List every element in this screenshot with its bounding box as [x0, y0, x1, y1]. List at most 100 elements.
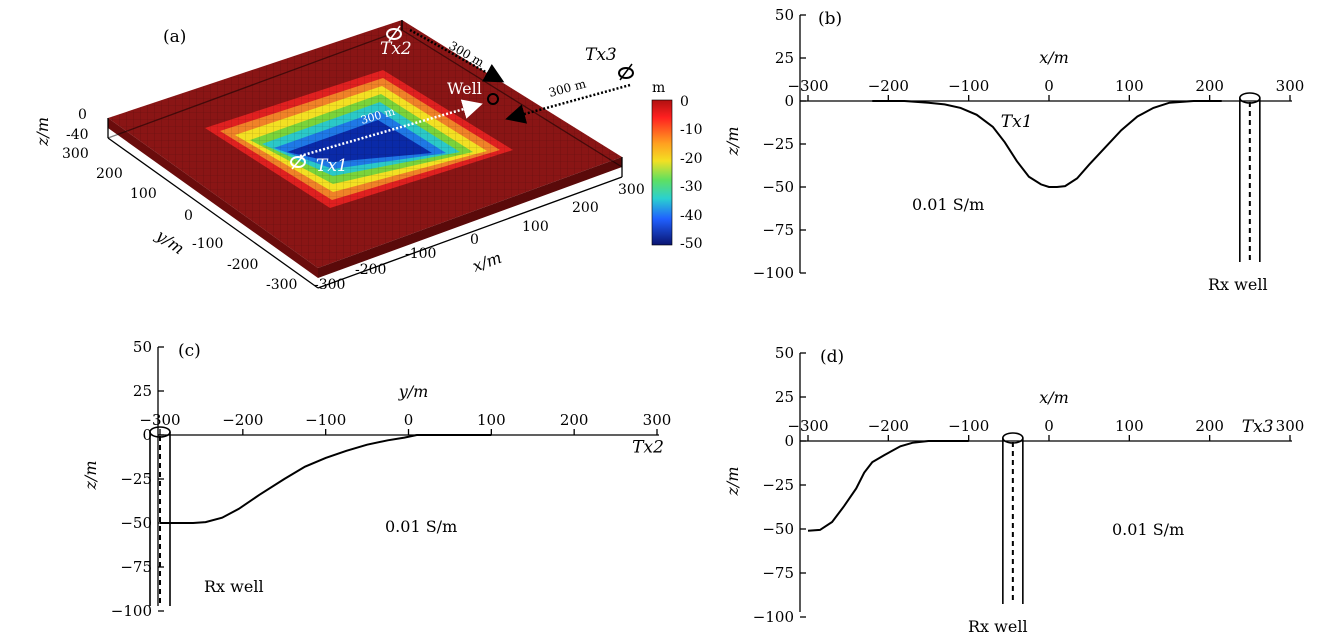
well-label: Well [447, 79, 482, 98]
y-tick-label: 50 [775, 344, 794, 362]
x-tick-label: 300 [643, 411, 672, 429]
colorbar-tick-40: -40 [680, 208, 703, 224]
tx3-distance-label: 300 m [547, 76, 588, 100]
surface-side [318, 157, 622, 278]
y-tick-200: 200 [96, 166, 123, 182]
z-axis-label: z/m [33, 117, 52, 147]
x-tick-label: −100 [305, 411, 346, 429]
x-tick-label: 300 [1276, 417, 1305, 435]
panel-d: (d) 50 25 0 −25 −50 −75 −100 −300 −200 −100 0 100 200… [723, 344, 1304, 636]
y-tick-label: −75 [762, 564, 794, 582]
y-tick-label: 25 [133, 382, 152, 400]
y-tick-300: 300 [62, 146, 89, 162]
interface-curve [160, 434, 492, 524]
panel-c: (c) 50 25 0 −25 −50 −75 −100 −300 −200 −100 0 100 200… [81, 338, 671, 620]
x-axis-label: x/m [1039, 388, 1069, 407]
y-tick-label: −100 [753, 608, 794, 626]
x-tick-label: 200 [1195, 77, 1224, 95]
y-tick-label: 25 [775, 49, 794, 67]
colorbar-tick-10: -10 [680, 122, 703, 138]
x-axis-label: x/m [1039, 48, 1069, 67]
y-tick-m100: -100 [192, 236, 223, 252]
x-tick-label: 0 [1044, 77, 1054, 95]
y-tick-label: 0 [142, 426, 152, 444]
x-axis-label: y/m [398, 382, 429, 401]
x-tick-label: 0 [1044, 417, 1054, 435]
x-tick-label: −200 [868, 77, 909, 95]
y-tick-label: −25 [762, 476, 794, 494]
x-tick-label: 100 [1115, 77, 1144, 95]
x-tick-m300: -300 [314, 277, 345, 293]
y-tick-label: −50 [762, 520, 794, 538]
x-tick-0: 0 [470, 232, 479, 248]
colorbar-tick-0: 0 [680, 94, 689, 110]
tx1-loop-icon [290, 154, 306, 170]
x-tick-label: 0 [404, 411, 414, 429]
panel-a-label: (a) [163, 27, 186, 47]
panel-a: (a) 0 -40 z/m 300 20 [33, 20, 703, 293]
panel-label: (c) [178, 341, 201, 361]
x-tick-300: 300 [618, 182, 645, 198]
y-tick-label: −50 [120, 514, 152, 532]
x-tick-100: 100 [522, 219, 549, 235]
x-tick-label: 200 [560, 411, 589, 429]
axes-3d [107, 20, 623, 289]
tx-label: Tx1 [1001, 112, 1033, 132]
rx-well-label: Rx well [204, 577, 264, 596]
conductivity-label: 0.01 S/m [1112, 520, 1184, 539]
y-tick-label: 50 [133, 338, 152, 356]
surface-side-left [108, 118, 318, 278]
x-tick-label: −100 [948, 77, 989, 95]
tx3-label: Tx3 [585, 45, 617, 65]
x-tick-label: 200 [1195, 417, 1224, 435]
panel-label: (b) [818, 9, 842, 29]
y-tick-0: 0 [184, 208, 193, 224]
y-axis-label: z/m [81, 461, 100, 491]
y-axis-label: y/m [152, 225, 188, 258]
colorbar-tick-20: -20 [680, 151, 703, 167]
y-tick-label: −75 [120, 558, 152, 576]
colorbar-gradient [651, 99, 673, 246]
y-axis-label: z/m [723, 127, 742, 157]
y-tick-label: −75 [762, 221, 794, 239]
x-tick-label: −200 [222, 411, 263, 429]
tx-label: Tx3 [1242, 417, 1274, 437]
y-tick-label: 25 [775, 388, 794, 406]
y-tick-label: 0 [784, 92, 794, 110]
x-tick-m200: -200 [355, 262, 386, 278]
conductivity-label: 0.01 S/m [912, 195, 984, 214]
y-tick-label: −25 [120, 470, 152, 488]
y-tick-label: −100 [753, 264, 794, 282]
tx3-loop-icon [618, 63, 634, 81]
conductivity-label: 0.01 S/m [385, 517, 457, 536]
y-tick-m200: -200 [227, 257, 258, 273]
y-tick-label: 0 [784, 432, 794, 450]
tx1-distance-arrow [299, 99, 483, 158]
x-tick-label: 300 [1276, 77, 1305, 95]
x-tick-label: −300 [787, 417, 828, 435]
well-marker-icon [487, 93, 499, 105]
x-tick-m100: -100 [405, 246, 436, 262]
basin-surface [108, 20, 622, 278]
interface-curve [872, 100, 1222, 188]
tx2-distance-arrow [409, 28, 505, 83]
rx-well-label: Rx well [968, 617, 1028, 636]
x-tick-label: −200 [868, 417, 909, 435]
rx-well-label: Rx well [1208, 275, 1268, 294]
z-tick-0: 0 [78, 107, 87, 123]
y-tick-label: 50 [775, 6, 794, 24]
y-tick-label: −25 [762, 135, 794, 153]
x-axis-label: x/m [470, 248, 504, 276]
interface-curve [807, 440, 969, 532]
panel-label: (d) [820, 347, 844, 367]
x-tick-label: −300 [139, 411, 180, 429]
tx1-label: Tx1 [316, 156, 348, 176]
colorbar-unit: m [652, 80, 665, 96]
colorbar-tick-50: -50 [680, 236, 703, 252]
x-tick-label: −300 [787, 77, 828, 95]
z-tick-40: -40 [66, 127, 89, 143]
y-axis-label: z/m [723, 467, 742, 497]
x-tick-label: −100 [948, 417, 989, 435]
y-tick-100: 100 [130, 186, 157, 202]
panel-b: (b) 50 25 0 −25 −50 −75 −100 −300 −200 −100 0 100 200… [723, 6, 1304, 294]
